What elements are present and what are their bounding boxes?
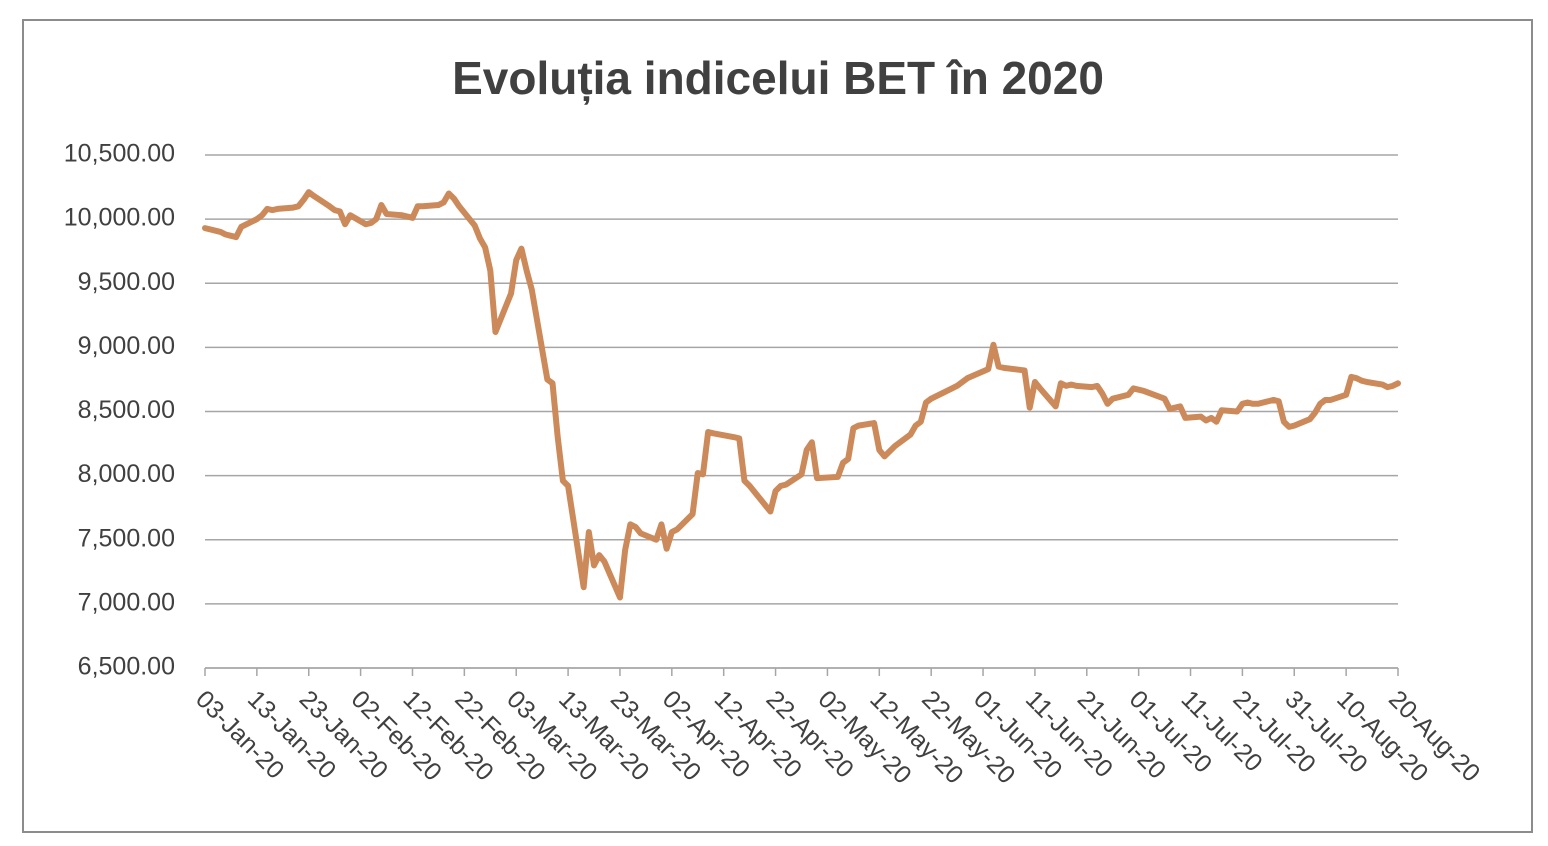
y-tick-label: 7,500.00 [78,524,175,552]
chart-title: Evoluția indicelui BET în 2020 [452,52,1104,105]
y-tick-label: 8,500.00 [78,396,175,424]
y-tick-label: 10,500.00 [64,140,175,168]
y-tick-label: 6,500.00 [78,653,175,681]
y-tick-label: 7,000.00 [78,588,175,616]
y-tick-label: 10,000.00 [64,204,175,232]
y-tick-label: 8,000.00 [78,460,175,488]
y-tick-label: 9,500.00 [78,268,175,296]
y-tick-label: 9,000.00 [78,332,175,360]
data-line [202,189,1401,601]
